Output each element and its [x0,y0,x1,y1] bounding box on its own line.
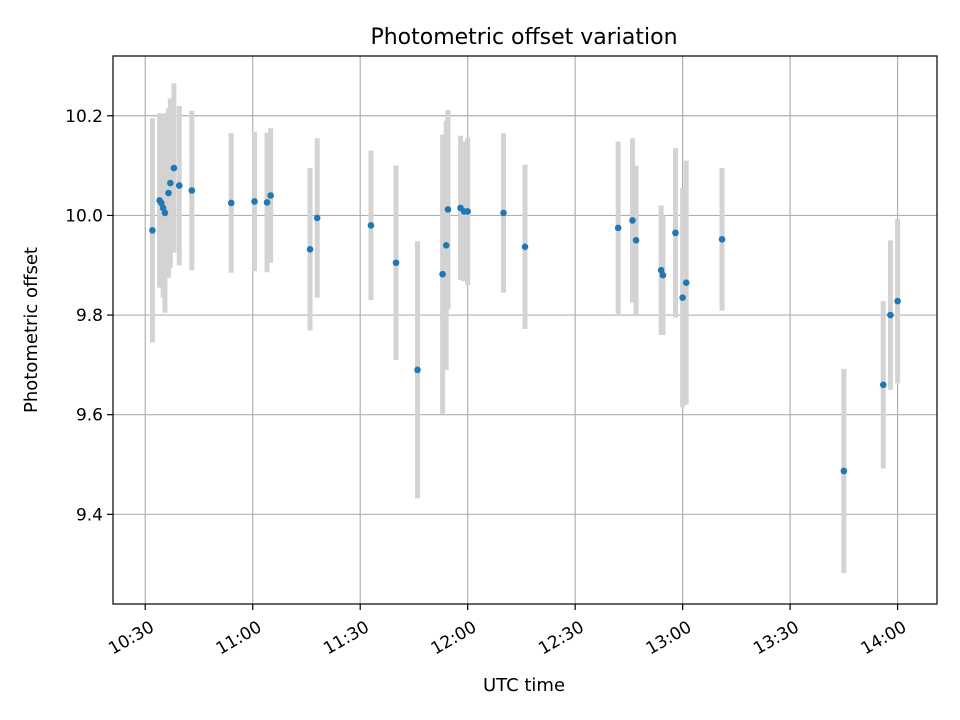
data-point [464,208,471,215]
data-point [167,179,174,187]
data-point [887,311,894,319]
data-point [679,294,686,301]
x-axis-label: UTC time [483,675,565,696]
data-point [165,189,172,197]
data-point [718,236,726,243]
y-tick-label: 9.8 [76,306,103,326]
y-axis: 9.4 9.6 9.8 10.0 10.2 [65,107,113,525]
chart-title: Photometric offset variation [370,25,677,50]
data-point [306,245,314,253]
data-point [682,279,690,286]
y-tick-label: 10.0 [65,206,103,226]
data-point [227,199,235,207]
data-point [175,182,183,189]
data-point [267,192,274,199]
data-point [188,187,196,194]
x-tick-label: 12:00 [428,617,480,659]
data-point [444,206,452,213]
x-tick-label: 10:30 [105,617,157,659]
data-point [367,222,375,229]
y-axis-label: Photometric offset [21,247,42,413]
data-point [614,224,622,232]
data-point [632,237,640,244]
y-tick-label: 9.6 [76,406,103,426]
y-tick-label: 9.4 [76,505,103,525]
data-point [161,209,169,217]
x-tick-label: 11:30 [320,617,372,659]
x-tick-label: 11:00 [213,617,265,659]
data-point [521,243,529,251]
x-tick-label: 13:30 [750,617,802,659]
data-point [500,209,507,217]
data-point [840,467,848,475]
data-point [879,381,887,389]
data-point [313,214,321,222]
data-point [629,217,636,224]
data-points [149,164,901,475]
x-tick-label: 13:00 [643,617,695,659]
grid [113,56,937,604]
data-point [439,270,446,278]
data-point [251,198,258,205]
data-point [672,229,679,237]
y-tick-label: 10.2 [65,107,103,127]
data-point [392,259,400,267]
data-point [170,164,178,172]
x-tick-label: 14:00 [858,617,910,659]
x-tick-label: 12:30 [535,617,587,659]
data-point [149,227,156,234]
data-point [657,266,665,274]
data-point [414,366,421,374]
data-point [158,199,165,207]
x-axis: 10:30 11:00 11:30 12:00 12:30 13:00 13:30 14:00 [105,604,910,659]
data-point [442,242,450,249]
data-point [894,297,901,305]
data-point [263,199,271,206]
error-bars [149,83,901,574]
plot-frame [112,55,938,605]
data-point [159,204,167,212]
data-point [659,271,667,279]
